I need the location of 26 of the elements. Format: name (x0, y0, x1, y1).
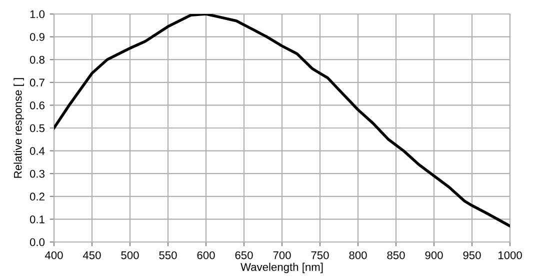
x-tick-label: 700 (273, 251, 291, 260)
y-axis-title: Relative response [ ] (14, 78, 24, 178)
y-tick-label: 0.2 (30, 192, 44, 201)
x-tick-label: 500 (121, 251, 139, 260)
y-tick-label: 0.8 (30, 56, 44, 64)
y-tick-label: 0.1 (30, 215, 44, 224)
y-tick-label: 0.3 (30, 170, 44, 178)
x-tick-label: 850 (387, 251, 405, 260)
y-tick-label: 0.7 (30, 78, 44, 87)
x-tick-label: 1000 (498, 251, 522, 260)
x-tick-label: 600 (197, 251, 215, 260)
y-tick-label: 0.0 (30, 238, 45, 246)
x-tick-label: 750 (311, 251, 329, 260)
x-tick-label: 650 (235, 251, 253, 260)
x-tick-label: 550 (159, 251, 177, 260)
x-axis-title: Wavelength [nm] (240, 262, 323, 274)
y-tick-label: 0.5 (30, 124, 45, 132)
x-tick-label: 800 (349, 251, 367, 260)
y-tick-label: 0.4 (30, 147, 45, 155)
x-tick-label: 450 (82, 251, 101, 260)
x-tick-label: 900 (425, 251, 443, 260)
y-tick-label: 1.0 (30, 10, 45, 18)
y-tick-label: 0.9 (30, 33, 44, 41)
x-tick-label: 400 (44, 251, 63, 260)
y-tick-label: 0.6 (30, 101, 44, 110)
x-tick-label: 950 (463, 251, 481, 260)
